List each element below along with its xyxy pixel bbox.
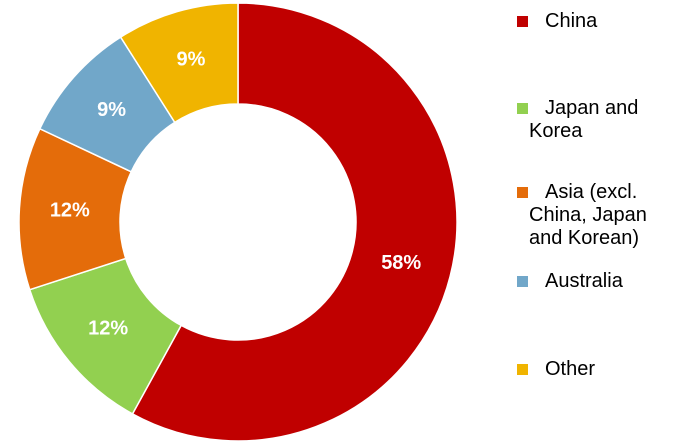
data-label: 9%	[97, 99, 126, 121]
legend-swatch	[517, 276, 528, 287]
legend-swatch	[517, 364, 528, 375]
legend-swatch	[517, 187, 528, 198]
data-label: 58%	[381, 252, 421, 274]
legend-label: Japan and Korea	[529, 97, 639, 142]
data-label: 9%	[177, 48, 206, 70]
legend-label: China	[545, 10, 598, 32]
data-label: 12%	[50, 200, 90, 222]
legend-label: Australia	[545, 270, 623, 292]
legend-label: Other	[545, 358, 596, 380]
legend-swatch	[517, 16, 528, 27]
legend-swatch	[517, 103, 528, 114]
legend-label: Asia (excl. China, Japan and Korean)	[529, 181, 647, 249]
donut-slice	[131, 2, 458, 442]
donut-slice	[119, 2, 239, 124]
data-label: 12%	[88, 318, 128, 340]
